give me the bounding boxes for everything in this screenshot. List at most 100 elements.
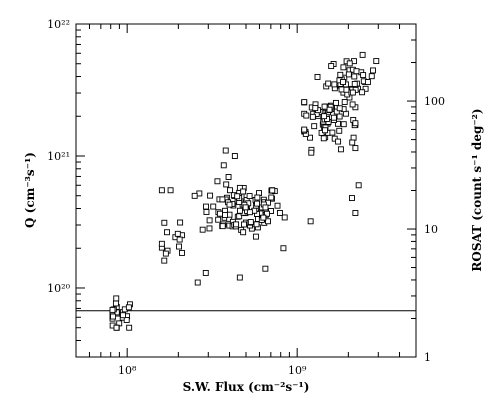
data-point — [223, 181, 230, 188]
data-point — [322, 127, 328, 134]
data-point — [340, 121, 347, 128]
data-point — [338, 86, 345, 93]
data-point — [254, 200, 260, 207]
data-point — [343, 86, 350, 93]
data-point — [329, 129, 336, 136]
data-point — [179, 249, 185, 256]
data-point — [253, 221, 260, 228]
data-point — [336, 113, 343, 120]
data-point — [233, 221, 240, 228]
y-left-tick-label: 10²² — [47, 18, 70, 31]
data-point — [368, 73, 375, 80]
data-point — [226, 201, 233, 208]
data-points — [109, 51, 380, 331]
data-point — [364, 79, 371, 85]
data-point — [237, 207, 243, 214]
data-point — [301, 126, 308, 133]
data-point — [325, 80, 332, 87]
y-axis-left-ticks: 10²⁰ 10²¹ 10²² — [47, 18, 85, 358]
data-point — [262, 204, 269, 211]
data-point — [350, 134, 357, 141]
data-point — [246, 193, 253, 200]
data-point — [242, 204, 249, 211]
x-tick-label: 10⁹ — [288, 364, 307, 377]
data-point — [113, 295, 120, 302]
x-tick-label: 10⁸ — [118, 364, 137, 377]
data-point — [340, 79, 346, 85]
data-point — [370, 67, 376, 74]
data-point — [308, 149, 315, 156]
data-point — [352, 145, 359, 152]
data-point — [353, 68, 360, 75]
data-point — [234, 193, 241, 200]
data-point — [265, 218, 271, 225]
data-point — [194, 279, 201, 286]
data-point — [120, 312, 126, 319]
data-point — [307, 134, 313, 141]
data-point — [280, 245, 287, 252]
data-point — [207, 192, 214, 199]
y-left-tick-label: 10²⁰ — [47, 282, 70, 295]
data-point — [321, 103, 328, 110]
data-point — [199, 226, 206, 233]
x-axis-title: S.W. Flux (cm⁻²s⁻¹) — [183, 380, 310, 394]
data-point — [349, 89, 356, 96]
data-point — [220, 162, 227, 169]
data-point — [303, 112, 310, 119]
data-point — [312, 105, 319, 112]
data-point — [241, 221, 247, 228]
data-point — [309, 113, 316, 120]
data-point — [334, 120, 341, 127]
data-point — [126, 324, 133, 331]
data-point — [264, 210, 270, 217]
data-point — [158, 187, 165, 194]
data-point — [307, 218, 314, 225]
data-point — [359, 51, 366, 58]
data-point — [362, 85, 369, 92]
data-point — [262, 265, 269, 272]
data-point — [360, 72, 367, 79]
data-point — [336, 105, 343, 112]
data-point — [349, 195, 355, 202]
data-point — [216, 210, 223, 217]
data-point — [164, 229, 170, 236]
data-point — [346, 60, 353, 67]
data-point — [174, 230, 181, 237]
data-point — [352, 210, 359, 216]
data-point — [332, 99, 339, 106]
data-point — [359, 89, 366, 96]
data-point — [112, 300, 119, 307]
data-point — [113, 324, 120, 331]
data-point — [335, 138, 342, 145]
data-point — [222, 212, 228, 219]
x-axis-ticks: 10⁸ 10⁹ — [75, 24, 417, 377]
y-right-tick-label: 1 — [424, 351, 431, 364]
data-point — [247, 219, 254, 226]
data-point — [330, 114, 337, 121]
y-left-tick-label: 10²¹ — [47, 150, 70, 163]
data-point — [161, 257, 168, 264]
data-point — [301, 99, 308, 106]
data-point — [252, 233, 259, 240]
data-point — [328, 63, 335, 70]
data-point — [268, 194, 275, 201]
data-point — [345, 71, 352, 78]
data-point — [276, 210, 283, 216]
data-point — [203, 209, 210, 215]
data-point — [337, 146, 344, 153]
data-point — [355, 182, 362, 189]
data-point — [254, 194, 261, 201]
data-point — [158, 240, 165, 247]
data-point — [123, 317, 130, 323]
data-point — [321, 113, 328, 120]
data-point — [206, 217, 213, 224]
data-point — [191, 192, 198, 199]
data-point — [351, 80, 358, 87]
data-point — [226, 187, 233, 194]
data-point — [109, 306, 116, 313]
data-point — [225, 174, 232, 180]
data-point — [202, 269, 209, 276]
data-point — [236, 213, 243, 220]
data-point — [210, 203, 217, 210]
data-point — [260, 214, 267, 221]
